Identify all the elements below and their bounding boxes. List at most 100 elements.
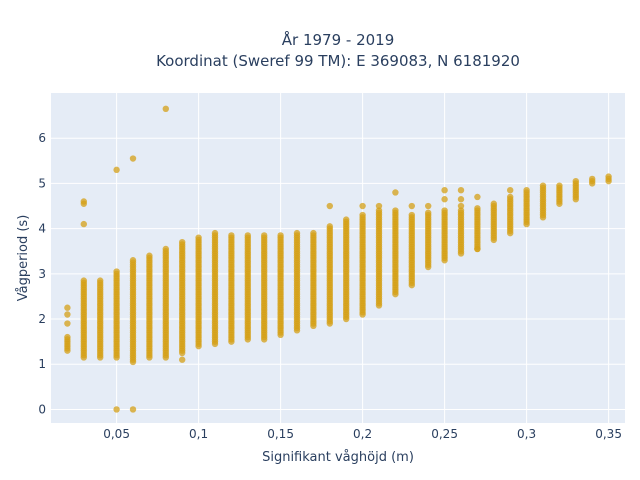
data-point bbox=[490, 200, 497, 207]
data-point bbox=[179, 238, 186, 246]
point-column bbox=[392, 207, 399, 298]
point-column bbox=[228, 232, 235, 345]
data-point bbox=[457, 202, 465, 210]
data-point bbox=[195, 234, 202, 241]
point-column bbox=[359, 211, 366, 318]
data-point bbox=[375, 202, 383, 210]
data-points bbox=[64, 105, 612, 413]
chart-title-line2: Koordinat (Sweref 99 TM): E 369083, N 61… bbox=[156, 52, 520, 70]
point-column bbox=[425, 209, 432, 271]
data-point bbox=[228, 232, 235, 239]
y-tick-label: 6 bbox=[38, 131, 46, 145]
data-point bbox=[80, 200, 88, 207]
y-tick-label: 0 bbox=[38, 402, 46, 416]
point-column bbox=[605, 173, 612, 185]
point-column bbox=[261, 232, 268, 343]
data-point bbox=[425, 202, 432, 210]
y-tick-label: 2 bbox=[38, 312, 46, 326]
data-point bbox=[359, 202, 366, 210]
data-point bbox=[392, 207, 399, 214]
data-point bbox=[441, 196, 448, 203]
data-point bbox=[80, 220, 88, 228]
x-tick-label: 0,25 bbox=[431, 427, 458, 441]
data-point bbox=[113, 406, 120, 413]
data-point bbox=[507, 193, 514, 201]
data-point bbox=[261, 232, 268, 239]
data-point bbox=[359, 211, 366, 219]
data-point bbox=[80, 277, 88, 284]
point-column bbox=[244, 232, 251, 343]
x-axis-title: Signifikant våghöjd (m) bbox=[262, 450, 414, 465]
data-point bbox=[277, 232, 284, 239]
point-column bbox=[441, 207, 448, 264]
point-column bbox=[146, 252, 153, 361]
data-point bbox=[441, 186, 448, 194]
point-column bbox=[457, 207, 465, 257]
data-point bbox=[343, 216, 350, 223]
data-point bbox=[162, 245, 169, 253]
x-tick-label: 0,1 bbox=[189, 427, 208, 441]
data-point bbox=[310, 229, 317, 237]
data-point bbox=[375, 207, 383, 214]
data-point bbox=[605, 173, 612, 180]
data-point bbox=[457, 196, 465, 203]
data-point bbox=[113, 166, 120, 174]
point-column bbox=[539, 182, 547, 221]
x-tick-label: 0,15 bbox=[267, 427, 294, 441]
data-point bbox=[113, 268, 120, 275]
point-column bbox=[97, 277, 104, 361]
point-column bbox=[113, 268, 120, 361]
data-point bbox=[64, 333, 71, 341]
point-column bbox=[556, 182, 563, 207]
point-column bbox=[277, 232, 284, 339]
x-tick-label: 0,05 bbox=[103, 427, 130, 441]
point-column bbox=[129, 257, 137, 366]
data-point bbox=[392, 189, 399, 196]
data-point bbox=[326, 202, 333, 210]
point-column bbox=[408, 211, 415, 289]
data-point bbox=[589, 175, 596, 183]
data-point bbox=[408, 202, 415, 210]
data-point bbox=[474, 205, 481, 212]
y-axis-title: Vågperiod (s) bbox=[16, 215, 31, 302]
data-point bbox=[523, 186, 530, 194]
data-point bbox=[129, 155, 137, 162]
data-point bbox=[457, 186, 465, 194]
data-point bbox=[556, 182, 563, 189]
data-point bbox=[293, 229, 301, 237]
point-column bbox=[507, 193, 514, 237]
data-point bbox=[64, 304, 71, 311]
data-point bbox=[441, 207, 448, 214]
data-point bbox=[179, 356, 186, 363]
x-tick-label: 0,35 bbox=[595, 427, 622, 441]
y-tick-label: 3 bbox=[38, 267, 46, 281]
data-point bbox=[457, 207, 465, 214]
y-tick-label: 5 bbox=[38, 176, 46, 190]
x-tick-label: 0,3 bbox=[517, 427, 536, 441]
point-column bbox=[490, 200, 497, 244]
data-point bbox=[408, 211, 415, 219]
data-point bbox=[425, 209, 432, 216]
point-column bbox=[195, 234, 202, 350]
point-column bbox=[64, 333, 71, 354]
data-point bbox=[326, 223, 333, 230]
point-column bbox=[589, 175, 596, 187]
point-column bbox=[572, 177, 579, 203]
point-column bbox=[474, 205, 481, 253]
y-tick-label: 1 bbox=[38, 357, 46, 371]
point-column bbox=[162, 245, 169, 361]
point-column bbox=[179, 238, 186, 357]
point-column bbox=[326, 223, 333, 327]
data-point bbox=[146, 252, 153, 259]
data-point bbox=[162, 105, 169, 113]
data-point bbox=[244, 232, 251, 239]
data-point bbox=[97, 277, 104, 284]
data-point bbox=[129, 406, 137, 413]
point-column bbox=[343, 216, 350, 323]
plot-area bbox=[51, 93, 625, 423]
y-tick-label: 4 bbox=[38, 222, 46, 236]
y-axis-ticks: 0 1 2 3 4 5 6 bbox=[38, 131, 46, 416]
data-point bbox=[572, 177, 579, 185]
data-point bbox=[474, 245, 481, 253]
